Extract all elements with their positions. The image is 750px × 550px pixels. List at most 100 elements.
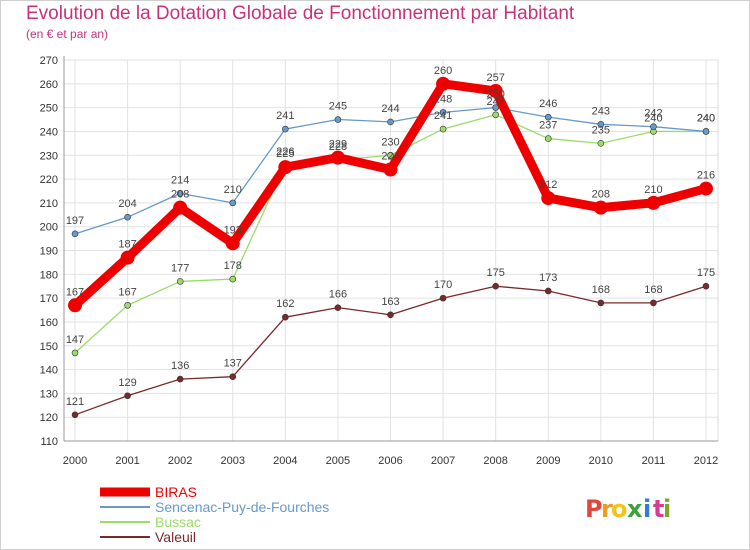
data-label: 193 xyxy=(224,224,242,236)
data-label: 214 xyxy=(171,174,189,186)
data-label: 260 xyxy=(434,65,452,77)
y-tick-label: 140 xyxy=(40,365,58,377)
data-label: 129 xyxy=(118,377,136,389)
data-label: 242 xyxy=(644,108,662,120)
data-point xyxy=(597,299,605,307)
data-point xyxy=(387,311,394,319)
data-label: 208 xyxy=(171,189,189,201)
data-point xyxy=(278,160,293,175)
x-tick-label: 2011 xyxy=(642,455,666,467)
data-label: 121 xyxy=(66,396,84,408)
data-point xyxy=(492,282,499,290)
y-tick-label: 160 xyxy=(40,317,58,329)
data-label: 170 xyxy=(434,279,452,291)
data-point xyxy=(229,199,237,207)
data-labels: 167 187 208 193 225 229 224 260 257 212 208 210 216 1… xyxy=(66,65,715,408)
logo-letter: t xyxy=(653,495,664,523)
y-tick-label: 210 xyxy=(40,198,58,210)
data-label: 226 xyxy=(276,146,294,158)
data-label: 136 xyxy=(171,360,189,372)
data-point xyxy=(176,190,184,197)
y-tick-label: 120 xyxy=(40,412,58,424)
data-label: 208 xyxy=(592,189,610,201)
data-point xyxy=(439,109,447,116)
data-label: 250 xyxy=(486,89,504,101)
data-point xyxy=(124,392,131,400)
y-tick-label: 240 xyxy=(40,126,58,138)
data-point xyxy=(387,118,394,126)
logo-letter: r xyxy=(601,495,613,523)
data-point xyxy=(71,411,79,419)
logo-letter: x xyxy=(627,495,643,523)
data-label: 243 xyxy=(592,105,610,117)
data-point xyxy=(439,294,447,302)
data-point xyxy=(492,104,499,111)
x-tick-label: 2003 xyxy=(221,455,245,467)
x-tick-label: 2002 xyxy=(168,455,192,467)
data-label: 241 xyxy=(434,110,452,122)
x-tick-label: 2006 xyxy=(378,455,402,467)
data-point xyxy=(593,200,608,215)
data-label: 147 xyxy=(66,334,84,346)
y-tick-label: 200 xyxy=(40,222,58,234)
proxiti-logo: Pro x i ti xyxy=(585,495,671,523)
data-point xyxy=(383,162,398,177)
data-point xyxy=(282,125,289,133)
data-point xyxy=(544,135,552,142)
data-label: 248 xyxy=(434,93,452,105)
data-label: 173 xyxy=(539,272,557,284)
data-label: 247 xyxy=(486,96,504,108)
x-tick-label: 2005 xyxy=(326,455,350,467)
x-tick-label: 2004 xyxy=(273,455,297,467)
data-label: 168 xyxy=(644,284,662,296)
data-label: 175 xyxy=(697,267,715,279)
data-point xyxy=(492,111,499,119)
data-label: 240 xyxy=(697,112,715,124)
data-label: 210 xyxy=(644,184,662,196)
grid xyxy=(63,59,719,442)
y-tick-label: 230 xyxy=(40,150,58,162)
data-label: 166 xyxy=(329,289,347,301)
x-tick-label: 2001 xyxy=(115,455,139,467)
data-label: 175 xyxy=(486,267,504,279)
data-label: 229 xyxy=(329,139,347,151)
data-point xyxy=(544,113,552,121)
data-point xyxy=(176,375,184,383)
data-point xyxy=(124,301,131,309)
data-label: 240 xyxy=(644,112,662,124)
data-point xyxy=(544,287,552,295)
data-point xyxy=(646,195,661,210)
data-point xyxy=(650,299,657,307)
data-label: 244 xyxy=(381,103,399,115)
logo-letter: i xyxy=(663,495,671,523)
data-point xyxy=(541,191,556,206)
data-point xyxy=(225,236,240,251)
data-point xyxy=(387,151,394,159)
legend: BIRASSencenac-Puy-de-FourchesBussacValeu… xyxy=(100,484,329,545)
data-point xyxy=(702,282,710,290)
x-tick-label: 2010 xyxy=(589,455,613,467)
data-point xyxy=(229,373,237,381)
data-label: 246 xyxy=(539,98,557,110)
legend-label: Bussac xyxy=(155,514,201,530)
data-point xyxy=(71,230,79,238)
data-point xyxy=(597,140,605,147)
data-point xyxy=(436,76,451,91)
data-label: 168 xyxy=(592,284,610,296)
legend-label: Sencenac-Puy-de-Fourches xyxy=(155,499,329,515)
y-tick-label: 190 xyxy=(40,246,58,258)
data-label: 224 xyxy=(381,151,399,163)
y-tick-label: 170 xyxy=(40,293,58,305)
data-point xyxy=(282,313,289,321)
data-label: 167 xyxy=(66,286,84,298)
logo-letter: P xyxy=(585,495,603,523)
data-point xyxy=(71,349,79,357)
data-point xyxy=(699,181,713,196)
data-point xyxy=(330,150,345,165)
data-label: 228 xyxy=(329,141,347,153)
y-tick-label: 260 xyxy=(40,79,58,91)
logo-letter: i xyxy=(643,495,651,523)
data-label: 257 xyxy=(486,72,504,84)
data-label: 178 xyxy=(224,260,242,272)
data-point xyxy=(650,123,657,130)
